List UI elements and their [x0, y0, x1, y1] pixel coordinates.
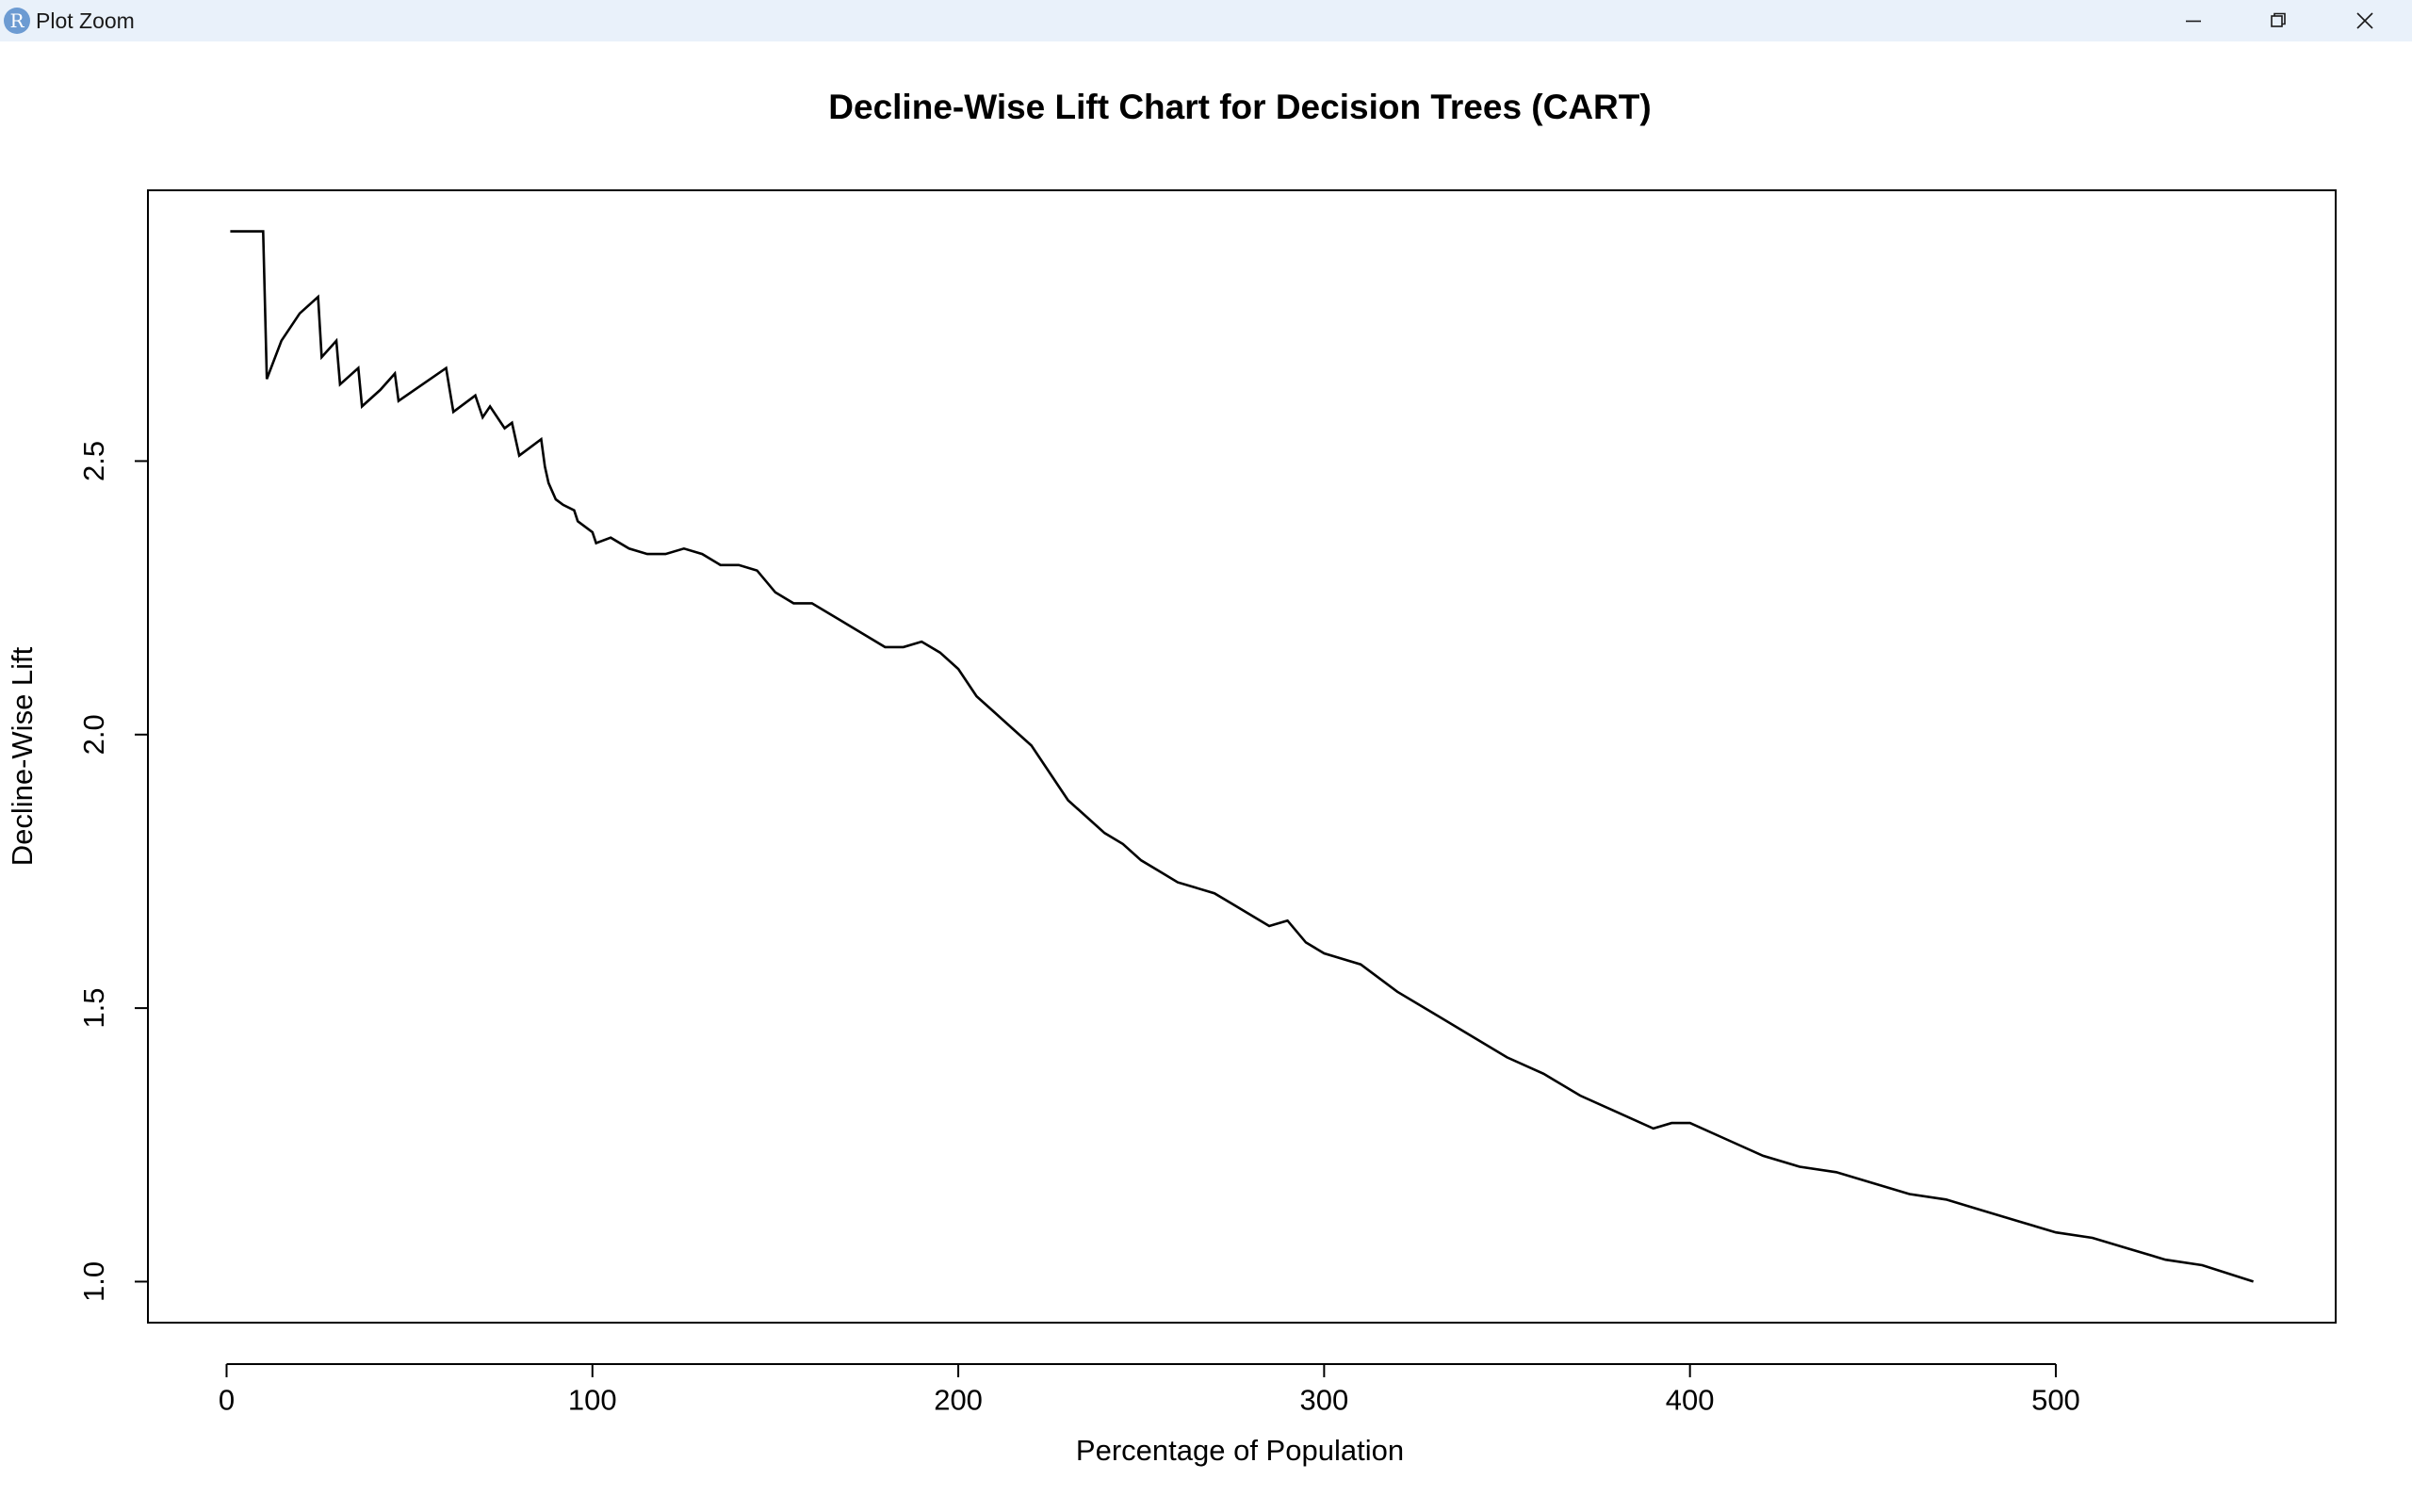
- plot-frame: [147, 189, 2337, 1324]
- x-tick-label: 500: [2031, 1383, 2080, 1416]
- close-icon: [2356, 12, 2373, 29]
- minimize-icon: [2186, 20, 2201, 23]
- window-title: Plot Zoom: [36, 8, 135, 33]
- close-button[interactable]: [2322, 0, 2408, 41]
- lift-series-line: [230, 230, 2254, 1283]
- x-axis-label: Percentage of Population: [1076, 1434, 1404, 1467]
- y-axis-label: Decline-Wise Lift: [6, 646, 39, 866]
- y-tick-label: 2.5: [77, 441, 110, 481]
- x-tick-label: 300: [1299, 1383, 1348, 1416]
- y-tick-label: 2.0: [77, 714, 110, 755]
- x-tick-label: 400: [1666, 1383, 1715, 1416]
- lift-chart: Decline-Wise Lift Chart for Decision Tre…: [6, 88, 2337, 1467]
- window-titlebar: R Plot Zoom: [0, 0, 2412, 41]
- y-tick-label: 1.5: [77, 988, 110, 1029]
- r-app-icon: R: [4, 8, 30, 34]
- x-tick-label: 100: [568, 1383, 617, 1416]
- y-axis: 1.0 1.5 2.0 2.5: [77, 441, 149, 1302]
- minimize-button[interactable]: [2150, 0, 2237, 41]
- plot-area: Decline-Wise Lift Chart for Decision Tre…: [0, 41, 2412, 1507]
- x-axis: 0 100 200 300 400 500: [219, 1363, 2080, 1416]
- restore-button[interactable]: [2235, 0, 2322, 41]
- chart-title: Decline-Wise Lift Chart for Decision Tre…: [828, 88, 1651, 126]
- x-tick-label: 0: [219, 1383, 235, 1416]
- y-tick-label: 1.0: [77, 1261, 110, 1302]
- x-tick-label: 200: [934, 1383, 983, 1416]
- restore-icon: [2271, 12, 2286, 27]
